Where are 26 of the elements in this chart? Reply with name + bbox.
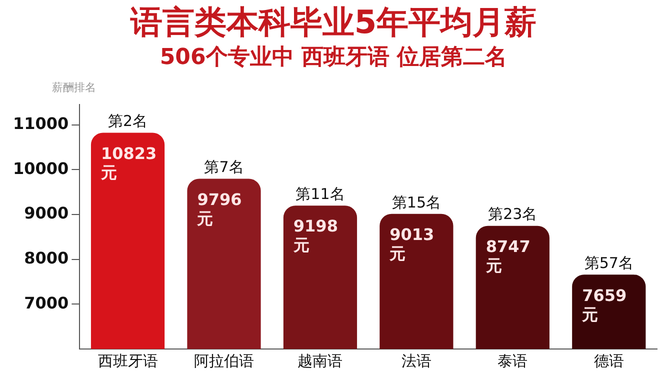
chart-title: 语言类本科毕业5年平均月薪 xyxy=(129,2,538,42)
annotation: 第23名 xyxy=(488,205,538,224)
annotation: 第11名 xyxy=(296,184,345,203)
annotation: 第57名 xyxy=(584,254,634,272)
data-label: 7659 元 xyxy=(581,286,627,324)
x-tick-label: 西班牙语 xyxy=(98,352,158,370)
chart-subtitle: 506个专业中 西班牙语 位居第二名 xyxy=(158,44,508,72)
y-tick-label: 7000 xyxy=(24,293,69,312)
annotation: 第7名 xyxy=(204,158,244,176)
x-tick-label: 越南语 xyxy=(298,352,343,370)
annotation: 第2名 xyxy=(108,112,148,130)
annotation: 第15名 xyxy=(392,193,441,212)
x-tick-label: 法语 xyxy=(401,352,432,370)
y-tick-label: 11000 xyxy=(12,114,69,133)
data-label: 8747 元 xyxy=(484,236,530,275)
data-label: 9198 元 xyxy=(292,216,338,255)
y-tick-label: 10000 xyxy=(12,158,69,178)
y-axis-title: 薪酬排名 xyxy=(52,80,96,95)
x-tick-label: 泰语 xyxy=(498,352,528,370)
data-label: 9013 元 xyxy=(388,225,434,264)
data-label: 9796 元 xyxy=(196,190,242,228)
x-tick-label: 德语 xyxy=(594,352,624,370)
y-tick-label: 8000 xyxy=(24,248,69,268)
x-tick-label: 阿拉伯语 xyxy=(194,352,254,370)
data-label: 10823 元 xyxy=(100,144,157,182)
y-tick-label: 9000 xyxy=(24,204,69,223)
